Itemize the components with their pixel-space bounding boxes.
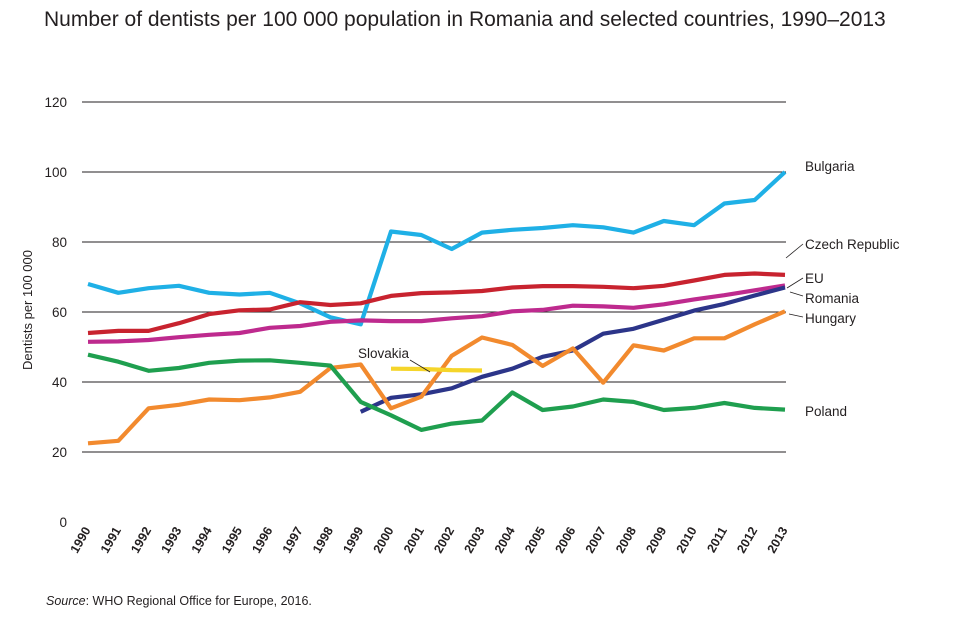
series-label-poland: Poland	[805, 404, 847, 419]
x-tick-label: 2011	[704, 524, 730, 555]
y-axis-ticks: 0 20 40 60 80 100 120	[44, 95, 67, 530]
line-chart: 0 20 40 60 80 100 120 1990 1991 1992 1993 1994 1995…	[20, 95, 900, 556]
gridlines	[82, 101, 786, 453]
series-label-bulgaria: Bulgaria	[805, 159, 855, 174]
y-tick-label: 80	[52, 235, 67, 250]
x-tick-label: 1994	[189, 524, 215, 555]
series-labels: Bulgaria Czech Republic EU Romania Hungary Po…	[358, 159, 900, 419]
source-label: Source	[46, 594, 86, 608]
label-leader-line	[785, 243, 804, 259]
x-tick-label: 2006	[552, 524, 578, 555]
x-axis-ticks: 1990 1991 1992 1993 1994 1995 1996 1997 1998 1999…	[68, 524, 791, 555]
label-leader-line	[789, 291, 804, 297]
x-tick-label: 2003	[462, 524, 488, 555]
x-tick-label: 1995	[219, 524, 245, 555]
series-line-eu	[87, 283, 786, 344]
source-text: : WHO Regional Office for Europe, 2016.	[85, 594, 312, 608]
y-tick-label: 0	[59, 515, 67, 530]
label-leader-line	[409, 359, 431, 373]
x-tick-label: 2012	[734, 524, 760, 555]
x-tick-label: 2013	[765, 524, 791, 555]
x-tick-label: 1991	[98, 524, 124, 555]
x-tick-label: 2001	[401, 524, 427, 555]
x-tick-label: 2004	[492, 524, 518, 555]
series-label-czech-republic: Czech Republic	[805, 237, 900, 252]
source-note: Source: WHO Regional Office for Europe, …	[46, 594, 312, 608]
x-tick-label: 2010	[674, 524, 700, 555]
series-line-poland	[87, 352, 786, 432]
x-tick-label: 2008	[613, 524, 639, 555]
x-tick-label: 2000	[371, 524, 397, 555]
series-line-hungary	[87, 309, 786, 446]
x-tick-label: 1993	[158, 524, 184, 555]
label-leader-line	[786, 277, 804, 289]
x-tick-label: 1998	[310, 524, 336, 555]
x-tick-label: 1999	[340, 524, 366, 555]
label-leader-line	[788, 313, 804, 318]
x-tick-label: 2007	[583, 524, 609, 555]
series-line-slovakia	[390, 366, 483, 373]
x-tick-label: 2009	[643, 524, 669, 555]
y-tick-label: 40	[52, 375, 67, 390]
x-tick-label: 1990	[68, 524, 94, 555]
y-tick-label: 100	[44, 165, 67, 180]
x-tick-label: 1996	[249, 524, 275, 555]
y-tick-label: 20	[52, 445, 67, 460]
x-tick-label: 2005	[522, 524, 548, 555]
chart-title: Number of dentists per 100 000 populatio…	[44, 8, 886, 31]
x-tick-label: 1997	[280, 524, 306, 555]
series-label-hungary: Hungary	[805, 311, 856, 326]
series-label-slovakia: Slovakia	[358, 346, 410, 361]
y-tick-label: 60	[52, 305, 67, 320]
y-tick-label: 120	[44, 95, 67, 110]
series-label-eu: EU	[805, 271, 824, 286]
x-tick-label: 1992	[128, 524, 154, 555]
series-lines	[87, 170, 787, 446]
y-axis-label: Dentists per 100 000	[20, 250, 35, 370]
series-line-bulgaria	[87, 170, 787, 327]
series-label-romania: Romania	[805, 291, 860, 306]
series-line-czech-republic	[87, 271, 786, 336]
x-tick-label: 2002	[431, 524, 457, 555]
